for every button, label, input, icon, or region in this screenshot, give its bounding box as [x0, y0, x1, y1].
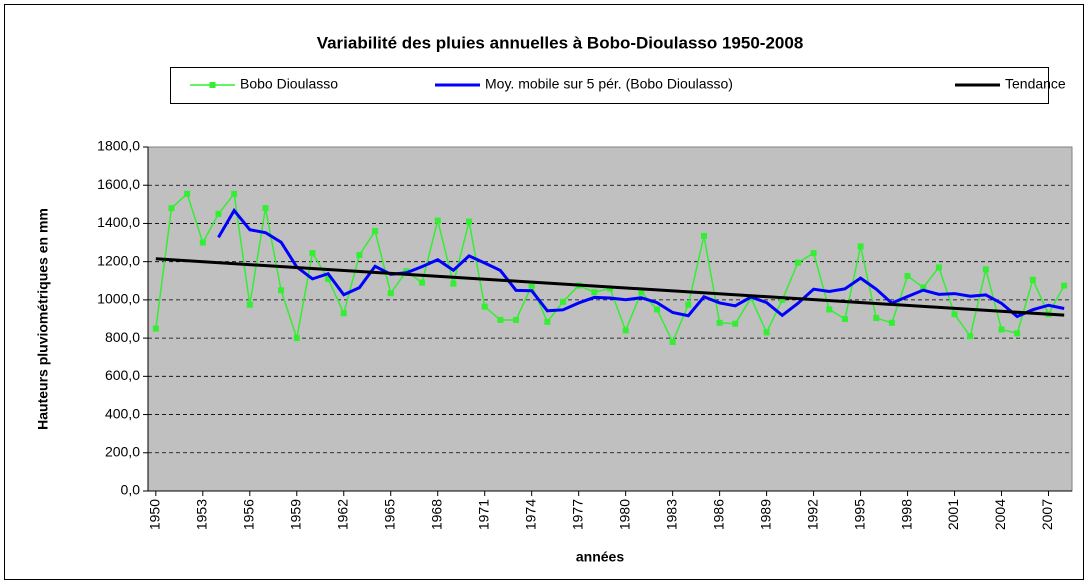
y-tick-label: 1000,0: [97, 291, 140, 307]
y-tick-label: 1200,0: [97, 252, 140, 268]
y-tick-label: 400,0: [105, 405, 140, 421]
y-tick-label: 1600,0: [97, 176, 140, 192]
x-tick-label: 1959: [287, 499, 303, 530]
point-marker: [1061, 282, 1068, 289]
plot-area: [147, 146, 1073, 492]
point-marker: [982, 266, 989, 273]
y-tick-label: 800,0: [105, 329, 140, 345]
point-marker: [967, 333, 974, 340]
x-tick-label: 1983: [663, 499, 679, 530]
x-tick-label: 1965: [381, 499, 397, 530]
x-tick-label: 1956: [240, 499, 256, 530]
point-marker: [857, 243, 864, 250]
point-marker: [763, 329, 770, 336]
point-marker: [873, 315, 880, 322]
point-marker: [1029, 276, 1036, 283]
x-tick-label: 1980: [616, 499, 632, 530]
point-marker: [904, 273, 911, 279]
point-marker: [325, 275, 332, 282]
point-marker: [700, 232, 707, 239]
x-tick-label: 1992: [804, 499, 820, 530]
point-marker: [481, 303, 488, 310]
point-marker: [841, 316, 848, 322]
legend-box: [170, 67, 1049, 104]
point-marker: [419, 279, 426, 286]
y-axis-title: Hauteurs pluviométriques en mm: [35, 208, 51, 430]
x-tick-label: 1971: [475, 499, 491, 530]
point-marker: [685, 301, 692, 308]
x-tick-label: 2001: [945, 499, 961, 530]
point-marker: [199, 239, 206, 246]
point-marker: [622, 327, 629, 334]
legend-label: Moy. mobile sur 5 pér. (Bobo Dioulasso): [485, 76, 733, 92]
point-marker: [544, 318, 551, 325]
point-marker: [888, 319, 895, 326]
point-marker: [434, 217, 441, 224]
point-marker: [309, 250, 316, 257]
legend-label: Tendance: [1005, 76, 1066, 92]
point-marker: [293, 335, 300, 342]
y-tick-label: 0,0: [121, 482, 141, 498]
point-marker: [356, 251, 363, 258]
point-marker: [215, 210, 222, 217]
x-tick-label: 1995: [851, 499, 867, 530]
point-marker: [340, 310, 347, 317]
x-tick-label: 2007: [1039, 499, 1055, 530]
point-marker: [278, 287, 285, 294]
point-marker: [826, 306, 833, 313]
point-marker: [669, 338, 676, 345]
point-marker: [998, 326, 1005, 333]
point-marker: [810, 250, 817, 257]
point-marker: [951, 311, 958, 318]
point-marker: [466, 218, 473, 225]
x-tick-label: 1977: [569, 499, 585, 530]
x-tick-label: 2004: [992, 499, 1008, 530]
point-marker: [450, 280, 457, 287]
point-marker: [168, 205, 175, 212]
point-marker: [779, 296, 786, 303]
legend-label: Bobo Dioulasso: [240, 76, 338, 92]
point-marker: [653, 306, 660, 313]
point-marker: [246, 301, 253, 308]
y-tick-label: 1400,0: [97, 214, 140, 230]
point-marker: [372, 228, 379, 235]
series-line: [217, 207, 1065, 319]
point-marker: [920, 284, 927, 291]
x-tick-label: 1962: [334, 499, 350, 530]
x-tick-label: 1950: [147, 499, 163, 530]
chart-title: Variabilité des pluies annuelles à Bobo-…: [317, 33, 804, 52]
point-marker: [794, 259, 801, 266]
legend-marker: [209, 82, 216, 88]
x-tick-label: 1998: [898, 499, 914, 530]
point-marker: [638, 289, 645, 296]
series-line: [155, 257, 1065, 317]
point-marker: [591, 289, 598, 296]
point-marker: [1014, 330, 1021, 337]
point-marker: [184, 190, 191, 197]
point-marker: [560, 298, 567, 305]
y-tick-label: 200,0: [105, 443, 140, 459]
x-axis-title: années: [576, 549, 624, 565]
point-marker: [387, 290, 394, 297]
x-tick-label: 1953: [194, 499, 210, 530]
x-tick-label: 1974: [522, 499, 538, 530]
point-marker: [497, 316, 504, 323]
x-tick-label: 1986: [710, 499, 726, 530]
point-marker: [513, 316, 520, 323]
point-marker: [935, 264, 942, 271]
point-marker: [732, 320, 739, 327]
point-marker: [231, 190, 238, 197]
x-tick-label: 1968: [428, 499, 444, 530]
x-tick-label: 1989: [757, 499, 773, 530]
point-marker: [716, 319, 723, 326]
point-marker: [262, 205, 269, 212]
y-tick-label: 1800,0: [97, 138, 140, 154]
point-marker: [152, 325, 159, 332]
point-marker: [528, 282, 535, 289]
y-tick-label: 600,0: [105, 367, 140, 383]
